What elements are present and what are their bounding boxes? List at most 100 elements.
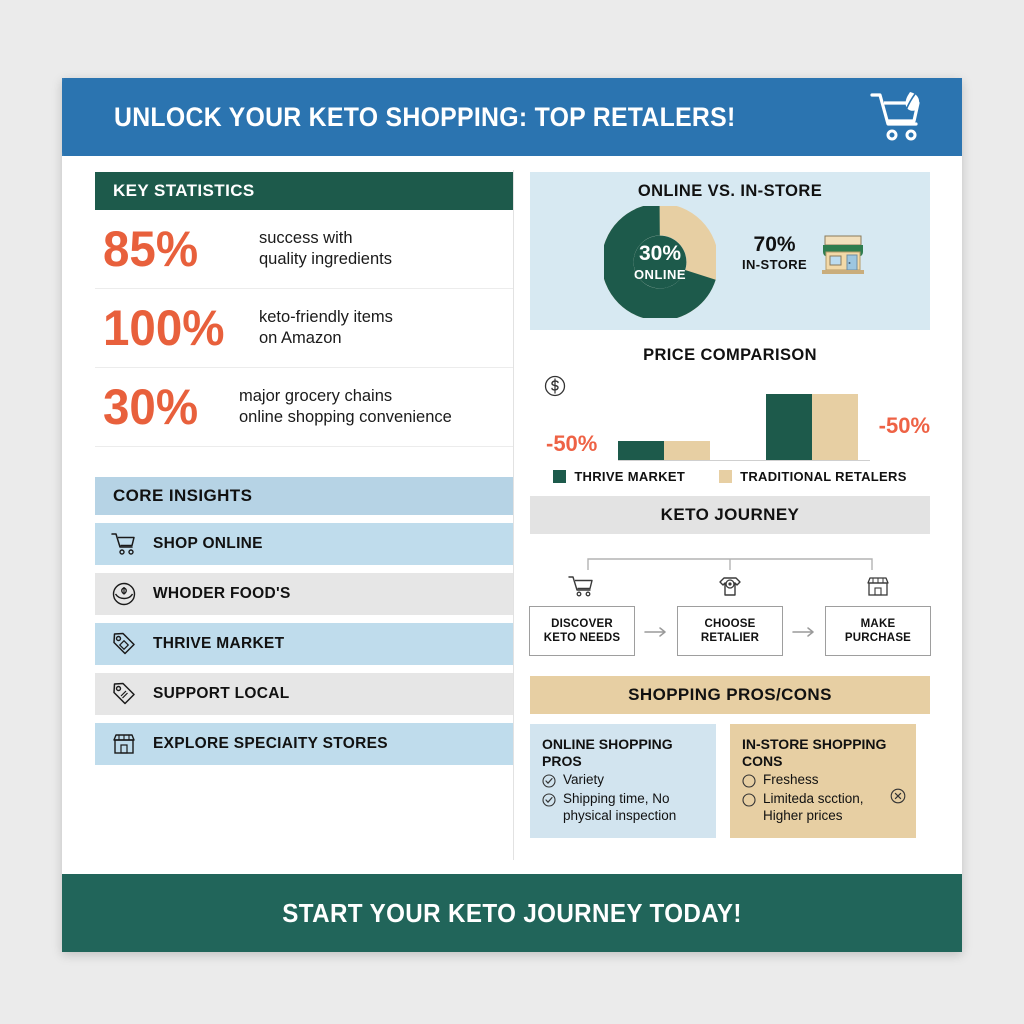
pros-cons-cards: ONLINE SHOPPING PROS Variety [530, 724, 930, 839]
stat-label-line1: major grocery chains [239, 386, 393, 405]
pros-item: Shipping time, No physical inspection [542, 791, 704, 825]
insight-label: SUPPORT LOCAL [153, 685, 290, 702]
chart-title: ONLINE VS. IN-STORE [637, 182, 823, 200]
price-tag-icon [113, 632, 135, 655]
insight-item-thrive-market[interactable]: THRIVE MARKET [95, 623, 513, 665]
stat-row: 30% major grocery chains online shopping… [95, 368, 513, 447]
stat-value: 100% [103, 300, 225, 356]
stat-label-line1: keto-friendly items [259, 307, 393, 326]
legend-item-traditional-retalers: TRADITIONAL RETALERS [719, 469, 907, 484]
stat-label-line2: quality ingredients [259, 250, 392, 268]
x-axis-line [618, 460, 870, 461]
empty-circle-icon [742, 774, 756, 788]
header-banner: UNLOCK YOUR KETO SHOPPING: TOP RETALERS! [62, 78, 962, 156]
keto-journey-section: KETO JOURNEY [529, 496, 931, 662]
bar-thrive-market [618, 441, 664, 460]
bar-group-thrive [618, 441, 710, 460]
journey-step-line2: KETO NEEDS [543, 632, 621, 644]
arrow-right-icon [644, 627, 666, 637]
insight-item-shop-online[interactable]: SHOP ONLINE [95, 523, 513, 565]
pros-cons-section: SHOPPING PROS/CONS ONLINE SHOPPING PROS … [530, 676, 930, 839]
dollar-circle-icon [544, 375, 566, 397]
insight-label: EXPLORE SPECIAITY STORES [153, 735, 388, 752]
stat-label-line2: online shopping convenience [239, 408, 452, 426]
x-circle-icon [890, 789, 906, 804]
stat-row: 85% success with quality ingredients [95, 210, 513, 289]
page-title: UNLOCK YOUR KETO SHOPPING: TOP RETALERS! [114, 101, 736, 132]
pros-item: Variety [542, 772, 704, 789]
legend-label: TRADITIONAL RETALERS [740, 469, 907, 484]
bar-group-traditional [766, 394, 858, 460]
legend-swatch [719, 470, 733, 483]
empty-circle-icon [742, 793, 756, 807]
insight-label: SHOP ONLINE [153, 535, 263, 552]
stat-label-line2: on Amazon [259, 329, 342, 347]
chart-legend: THRIVE MARKET TRADITIONAL RETALERS [530, 469, 930, 484]
instore-value: 70% [753, 233, 796, 257]
journey-step-line1: MAKE [860, 617, 896, 630]
annotation-right: -50% [878, 413, 930, 438]
insight-item-support-local[interactable]: SUPPORT LOCAL [95, 673, 513, 715]
storefront-emoji [822, 235, 865, 274]
journey-flow: DISCOVER KETO NEEDS [529, 552, 931, 662]
key-statistics-heading: KEY STATISTICS [95, 172, 513, 210]
core-insights-heading: CORE INSIGHTS [95, 477, 513, 515]
keto-journey-heading: KETO JOURNEY [530, 496, 930, 534]
journey-step-box: DISCOVER KETO NEEDS [529, 606, 635, 656]
column-divider [513, 170, 514, 860]
bar-traditional-retalers [664, 441, 710, 460]
arrow-right-icon [792, 627, 814, 637]
stat-value: 30% [103, 379, 199, 435]
flow-connector-line [587, 558, 873, 570]
stat-value: 85% [103, 221, 199, 277]
cons-item: Limiteda scction, Higher prices [742, 791, 904, 825]
shopping-cart-leaf-icon [870, 92, 920, 141]
pros-card: ONLINE SHOPPING PROS Variety [530, 724, 716, 839]
storefront-icon [867, 577, 889, 596]
cons-subtitle: CONS [742, 752, 783, 769]
insight-item-explore-speciaity-stores[interactable]: EXPLORE SPECIAITY STORES [95, 723, 513, 765]
pros-item-text: Shipping time, No physical inspection [563, 790, 677, 823]
journey-step-choose[interactable]: CHOOSE RETALIER [677, 574, 783, 656]
journey-step-box: CHOOSE RETALIER [677, 606, 783, 656]
insight-label: THRIVE MARKET [153, 635, 285, 652]
instore-legend: 70% IN-STORE [742, 230, 869, 276]
bar-thrive-market [766, 394, 812, 460]
price-comparison-chart: PRICE COMPARISON -50% -50% [530, 346, 930, 484]
chart-title: PRICE COMPARISON [643, 346, 817, 364]
legend-item-thrive-market: THRIVE MARKET [553, 469, 685, 484]
journey-step-line1: DISCOVER [551, 617, 613, 630]
annotation-left: -50% [546, 431, 598, 456]
cons-item: Freshess [742, 772, 904, 789]
check-circle-icon [542, 774, 556, 788]
infographic-card: UNLOCK YOUR KETO SHOPPING: TOP RETALERS!… [62, 78, 962, 952]
journey-step-line1: CHOOSE [704, 617, 756, 630]
insight-label: WHODER FOOD'S [153, 585, 291, 602]
pros-title: ONLINE SHOPPING [542, 736, 673, 752]
journey-step-line2: PURCHASE [844, 632, 912, 644]
stat-label: success with quality ingredients [259, 228, 392, 270]
bar-traditional-retalers [812, 394, 858, 460]
cons-item-text: Limiteda scction, Higher prices [763, 790, 864, 823]
body-region: KEY STATISTICS 85% success with quality … [62, 156, 962, 874]
online-vs-instore-chart: ONLINE VS. IN-STORE 30% ONLINE [530, 172, 930, 330]
check-circle-icon [542, 793, 556, 807]
journey-step-box: MAKE PURCHASE [825, 606, 931, 656]
price-tag-icon [113, 682, 135, 705]
journey-step-purchase[interactable]: MAKE PURCHASE [825, 574, 931, 656]
instore-label: IN-STORE [742, 256, 808, 272]
stat-label-line1: success with [259, 228, 353, 247]
pros-cons-heading: SHOPPING PROS/CONS [530, 676, 930, 714]
right-column: ONLINE VS. IN-STORE 30% ONLINE [529, 172, 931, 839]
stat-label: keto-friendly items on Amazon [259, 307, 393, 349]
core-insights-section: CORE INSIGHTS SHOP ONLINE [95, 477, 513, 765]
legend-label: THRIVE MARKET [574, 469, 686, 484]
stat-label: major grocery chains online shopping con… [239, 386, 452, 428]
insight-item-whoder-foods[interactable]: WHODER FOOD'S [95, 573, 513, 615]
journey-step-discover[interactable]: DISCOVER KETO NEEDS [529, 574, 635, 656]
shopping-cart-icon [568, 576, 593, 597]
legend-swatch [553, 470, 567, 483]
pros-item-text: Variety [563, 771, 605, 787]
cons-item-text: Freshess [763, 771, 819, 787]
